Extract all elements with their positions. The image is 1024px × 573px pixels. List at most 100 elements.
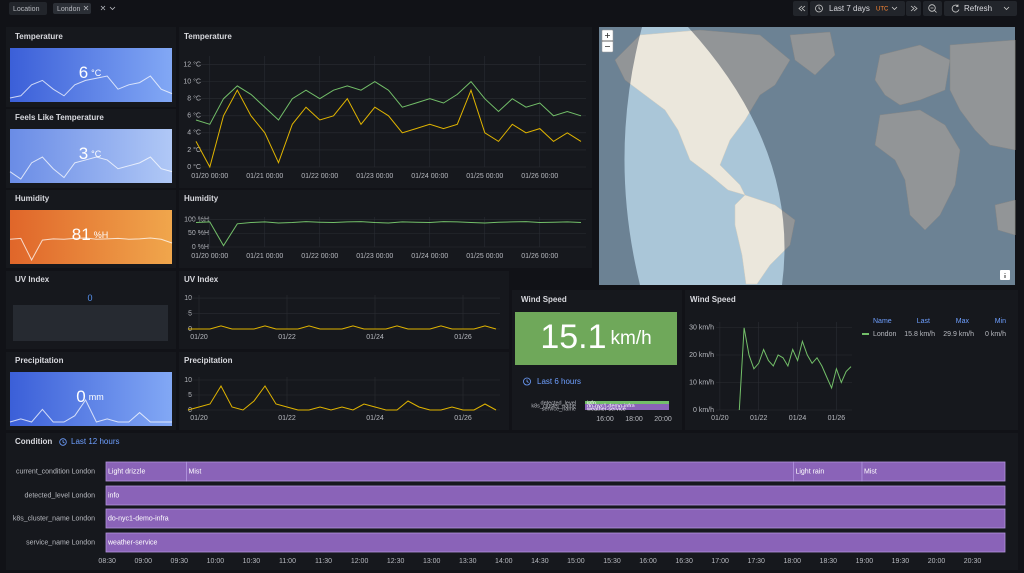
unit: km/h <box>611 328 652 349</box>
panel-title: Feels Like Temperature <box>15 113 104 122</box>
icon <box>910 5 918 12</box>
x-tick-label: 01/24 00:00 <box>411 173 448 180</box>
land <box>949 39 1016 151</box>
time-range: Last 12 hours <box>71 437 119 446</box>
x-tick-label: 01/20 00:00 <box>191 253 228 260</box>
world-map[interactable] <box>599 27 1016 285</box>
legend-header: Name <box>873 318 892 325</box>
stat-value: 81 %H <box>72 225 108 244</box>
row-label: k8s_cluster_name London <box>13 515 95 522</box>
row-label: detected_level London <box>25 492 96 499</box>
panel-title: Condition <box>15 437 52 446</box>
clock-icon <box>59 438 67 446</box>
variable-chip[interactable] <box>53 3 91 14</box>
refresh-button[interactable] <box>944 1 1017 16</box>
icon <box>62 440 65 444</box>
legend-value: 29.9 km/h <box>943 331 974 338</box>
x-tick-label: 20:00 <box>928 558 946 565</box>
panel <box>685 290 1018 430</box>
series-line <box>188 325 497 330</box>
x-tick-label: 01/26 <box>828 415 846 422</box>
x-tick-label: 16:00 <box>596 416 614 423</box>
row-label: service_name London <box>26 539 95 546</box>
x-tick-label: 01/26 00:00 <box>521 173 558 180</box>
y-tick-label: 20 km/h <box>689 352 714 359</box>
unit: °C <box>91 149 102 159</box>
land <box>789 31 836 76</box>
sparkline <box>9 156 173 180</box>
log-label: k8s_cluster_name <box>531 403 576 409</box>
land <box>614 29 791 196</box>
panel <box>179 352 509 430</box>
state-label: Mist <box>189 468 202 475</box>
x-tick-label: 01/22 00:00 <box>301 253 338 260</box>
x-tick-label: 17:00 <box>711 558 729 565</box>
x-tick-label: 10:00 <box>207 558 225 565</box>
x-tick-label: 12:30 <box>387 558 405 565</box>
night-shade <box>688 27 1015 285</box>
panel-title: Humidity <box>15 194 50 203</box>
log-label: detected_level <box>541 400 576 406</box>
panel <box>179 190 592 268</box>
x-tick-label: 01/21 00:00 <box>246 253 283 260</box>
x-tick-label: 01/24 00:00 <box>411 253 448 260</box>
unit: %H <box>94 230 109 240</box>
x-tick-label: 19:00 <box>856 558 874 565</box>
x-tick-label: 15:30 <box>603 558 621 565</box>
value: 3 <box>79 144 88 163</box>
series-line <box>195 80 582 125</box>
series-line <box>195 221 582 247</box>
x-tick-label: 01/26 <box>454 415 472 422</box>
x-tick-label: 19:30 <box>892 558 910 565</box>
chip-icons[interactable] <box>83 5 116 11</box>
x-tick-label: 01/23 00:00 <box>356 173 393 180</box>
state-label: do-nyc1-demo-infra <box>108 515 169 522</box>
log-bar <box>585 407 669 410</box>
x-tick-label: 01/21 00:00 <box>246 173 283 180</box>
legend-header: Max <box>956 318 970 325</box>
x-tick-label: 18:00 <box>784 558 802 565</box>
series-line <box>187 384 497 411</box>
series-line <box>195 88 582 169</box>
x-tick-label: 01/26 <box>454 334 472 341</box>
x-tick-label: 18:30 <box>820 558 838 565</box>
x-tick-label: 01/25 00:00 <box>466 173 503 180</box>
x-tick-label: 01/23 00:00 <box>356 253 393 260</box>
x-tick-label: 01/26 00:00 <box>521 253 558 260</box>
x-tick-label: 08:30 <box>98 558 116 565</box>
x-tick-label: 11:00 <box>279 558 296 565</box>
x-tick-label: 01/22 <box>278 334 296 341</box>
x-tick-label: 01/25 00:00 <box>466 253 503 260</box>
state-segment <box>861 461 1006 482</box>
y-tick-label: 5 <box>188 392 192 399</box>
sparkline <box>9 399 172 423</box>
state-segment <box>105 485 1006 506</box>
shift-back-button[interactable] <box>793 1 808 16</box>
x-tick-label: 01/24 <box>366 415 384 422</box>
state-label: Light rain <box>795 468 824 475</box>
clock-icon <box>815 4 823 13</box>
time-picker[interactable] <box>810 1 905 16</box>
y-tick-label: 10 <box>184 295 192 302</box>
panel <box>179 271 509 349</box>
icon <box>818 6 898 11</box>
x-tick-label: 20:00 <box>654 416 672 423</box>
x-tick-label: 13:00 <box>423 558 441 565</box>
panel-title: Precipitation <box>15 356 64 365</box>
x-tick-label: 01/20 00:00 <box>191 173 228 180</box>
y-tick-label: 5 <box>188 310 192 317</box>
x-tick-label: 17:30 <box>747 558 765 565</box>
state-label: Light drizzle <box>108 468 145 475</box>
legend-name[interactable]: London <box>873 331 896 338</box>
zoom-out-button[interactable] <box>923 1 942 16</box>
state-segment <box>105 532 1006 553</box>
land <box>734 194 796 285</box>
x-tick-label: 01/20 <box>190 334 208 341</box>
refresh-label: Refresh <box>964 4 992 13</box>
panel-title: Precipitation <box>184 356 233 365</box>
x-tick-label: 20:30 <box>964 558 982 565</box>
log-value: do-nyc1-demo-infra <box>587 403 636 409</box>
stat-background <box>515 312 677 365</box>
stat-value: 15.1 km/h <box>540 318 651 356</box>
